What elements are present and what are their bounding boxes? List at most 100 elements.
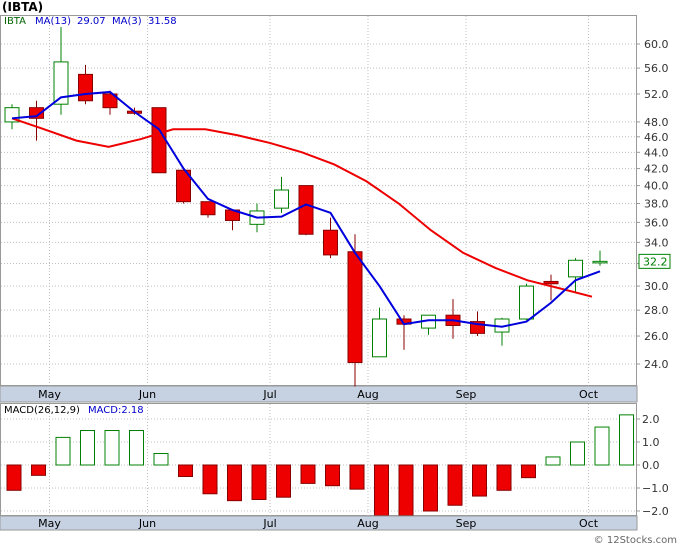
legend-ma3-label: MA(3) — [112, 16, 142, 27]
macd-bar-positive — [594, 426, 610, 466]
price-axis-ticks: 24.026.028.030.032.034.036.038.040.042.0… — [636, 38, 669, 371]
candle-body-up — [53, 61, 69, 105]
price-tick-label: 52.0 — [644, 88, 669, 101]
macd-bar-negative — [472, 464, 487, 497]
main-month-label: Jun — [138, 388, 156, 401]
macd-bar-negative — [300, 464, 316, 484]
candle-body-down — [323, 229, 338, 256]
last-price-box — [638, 253, 671, 269]
price-tick-label: 46.0 — [644, 131, 669, 144]
macd-month-labels: May Jun Jul Aug Sep Oct — [38, 517, 599, 530]
macd-bar-negative — [6, 464, 22, 491]
macd-month-label: Aug — [357, 517, 378, 530]
main-grid — [1, 16, 636, 386]
candle — [102, 90, 118, 115]
main-panel-frame — [0, 15, 637, 386]
macd-legend-label: MACD(26,12,9) — [4, 405, 80, 416]
candle-body-up — [592, 260, 608, 264]
macd-bar-negative — [349, 464, 365, 490]
legend-ticker: IBTA — [4, 16, 26, 27]
macd-month-label: Sep — [456, 517, 477, 530]
price-tick-label: 28.0 — [644, 304, 669, 317]
macd-bar-negative — [423, 464, 438, 512]
macd-tick-label: 1.0 — [642, 436, 660, 449]
candle — [176, 169, 191, 204]
macd-bar-positive — [129, 430, 144, 466]
ma13-line — [11, 117, 593, 298]
candle-body-up — [568, 259, 583, 278]
main-month-labels: May Jun Jul Aug Sep Oct — [38, 388, 599, 401]
main-month-label: Aug — [357, 388, 378, 401]
macd-bar-negative — [521, 464, 536, 479]
main-month-label: Sep — [456, 388, 477, 401]
candle-body-down — [102, 93, 118, 109]
macd-panel-frame — [0, 403, 637, 516]
candle — [151, 107, 167, 174]
legend-ma3-value: 31.58 — [148, 16, 177, 27]
main-month-band — [0, 385, 638, 403]
candle-body-down — [470, 321, 485, 334]
main-month-label: May — [38, 388, 61, 401]
macd-bar-positive — [570, 441, 585, 466]
price-tick-label: 56.0 — [644, 62, 669, 75]
candle-body-down — [347, 251, 363, 364]
macd-bar-negative — [227, 464, 242, 502]
candle-body-down — [298, 185, 314, 235]
macd-bar-negative — [31, 464, 46, 476]
macd-bar-negative — [202, 464, 218, 495]
legend-ma13-value: 29.07 — [77, 16, 106, 27]
macd-axis-ticks: 2.0 1.0 0.0 −1.0 −2.0 — [636, 413, 669, 518]
macd-bar-positive — [153, 453, 169, 466]
candle-body-down — [200, 201, 216, 216]
candle-body-up — [274, 189, 289, 209]
macd-bar-positive — [80, 430, 95, 466]
candle-body-down — [176, 169, 191, 203]
macd-bar-positive — [619, 414, 634, 466]
price-tick-label: 30.0 — [644, 280, 669, 293]
last-price-tag: 32.2 — [638, 253, 671, 269]
candle — [29, 100, 44, 141]
candle — [372, 307, 387, 358]
macd-bar-negative — [398, 464, 414, 517]
main-legend: IBTA MA(13) 29.07 MA(3) 31.58 — [4, 16, 177, 27]
macd-bar-negative — [374, 464, 389, 517]
macd-legend-value: MACD:2.18 — [88, 405, 144, 416]
candle — [543, 274, 559, 301]
candle-body-down — [29, 107, 44, 119]
price-tick-label: 26.0 — [644, 330, 669, 343]
price-tick-label: 40.0 — [644, 180, 669, 193]
macd-bar-positive — [545, 456, 561, 466]
macd-month-label: Jun — [138, 517, 156, 530]
macd-legend: MACD(26,12,9) MACD:2.18 — [4, 405, 144, 416]
macd-bar-negative — [276, 464, 291, 498]
macd-tick-label: 2.0 — [642, 413, 660, 426]
macd-histogram — [6, 414, 634, 517]
price-tick-label: 38.0 — [644, 198, 669, 211]
candle — [347, 234, 363, 387]
candle — [298, 185, 314, 236]
macd-tick-label: −1.0 — [642, 482, 669, 495]
candle — [568, 258, 583, 292]
copyright-text: © 12Stocks.com — [594, 535, 677, 546]
candle — [494, 317, 510, 346]
macd-bar-negative — [325, 464, 340, 487]
price-tick-label: 36.0 — [644, 216, 669, 229]
candle-body-up — [372, 318, 387, 358]
chart-title: (IBTA) — [2, 0, 43, 14]
price-tick-label: 60.0 — [644, 38, 669, 51]
candle-body-down — [543, 280, 559, 285]
candle-body-up — [519, 285, 534, 320]
candle-body-down — [151, 107, 167, 174]
candle — [519, 283, 534, 321]
macd-bar-negative — [496, 464, 512, 491]
macd-month-label: Oct — [579, 517, 599, 530]
macd-bar-negative — [178, 464, 193, 477]
macd-bar-negative — [251, 464, 267, 500]
ma3-line — [11, 90, 601, 328]
macd-bar-positive — [55, 436, 71, 466]
price-tick-label: 44.0 — [644, 146, 669, 159]
candle — [274, 176, 289, 213]
main-month-label: Jul — [262, 388, 276, 401]
macd-bar-positive — [104, 430, 120, 466]
